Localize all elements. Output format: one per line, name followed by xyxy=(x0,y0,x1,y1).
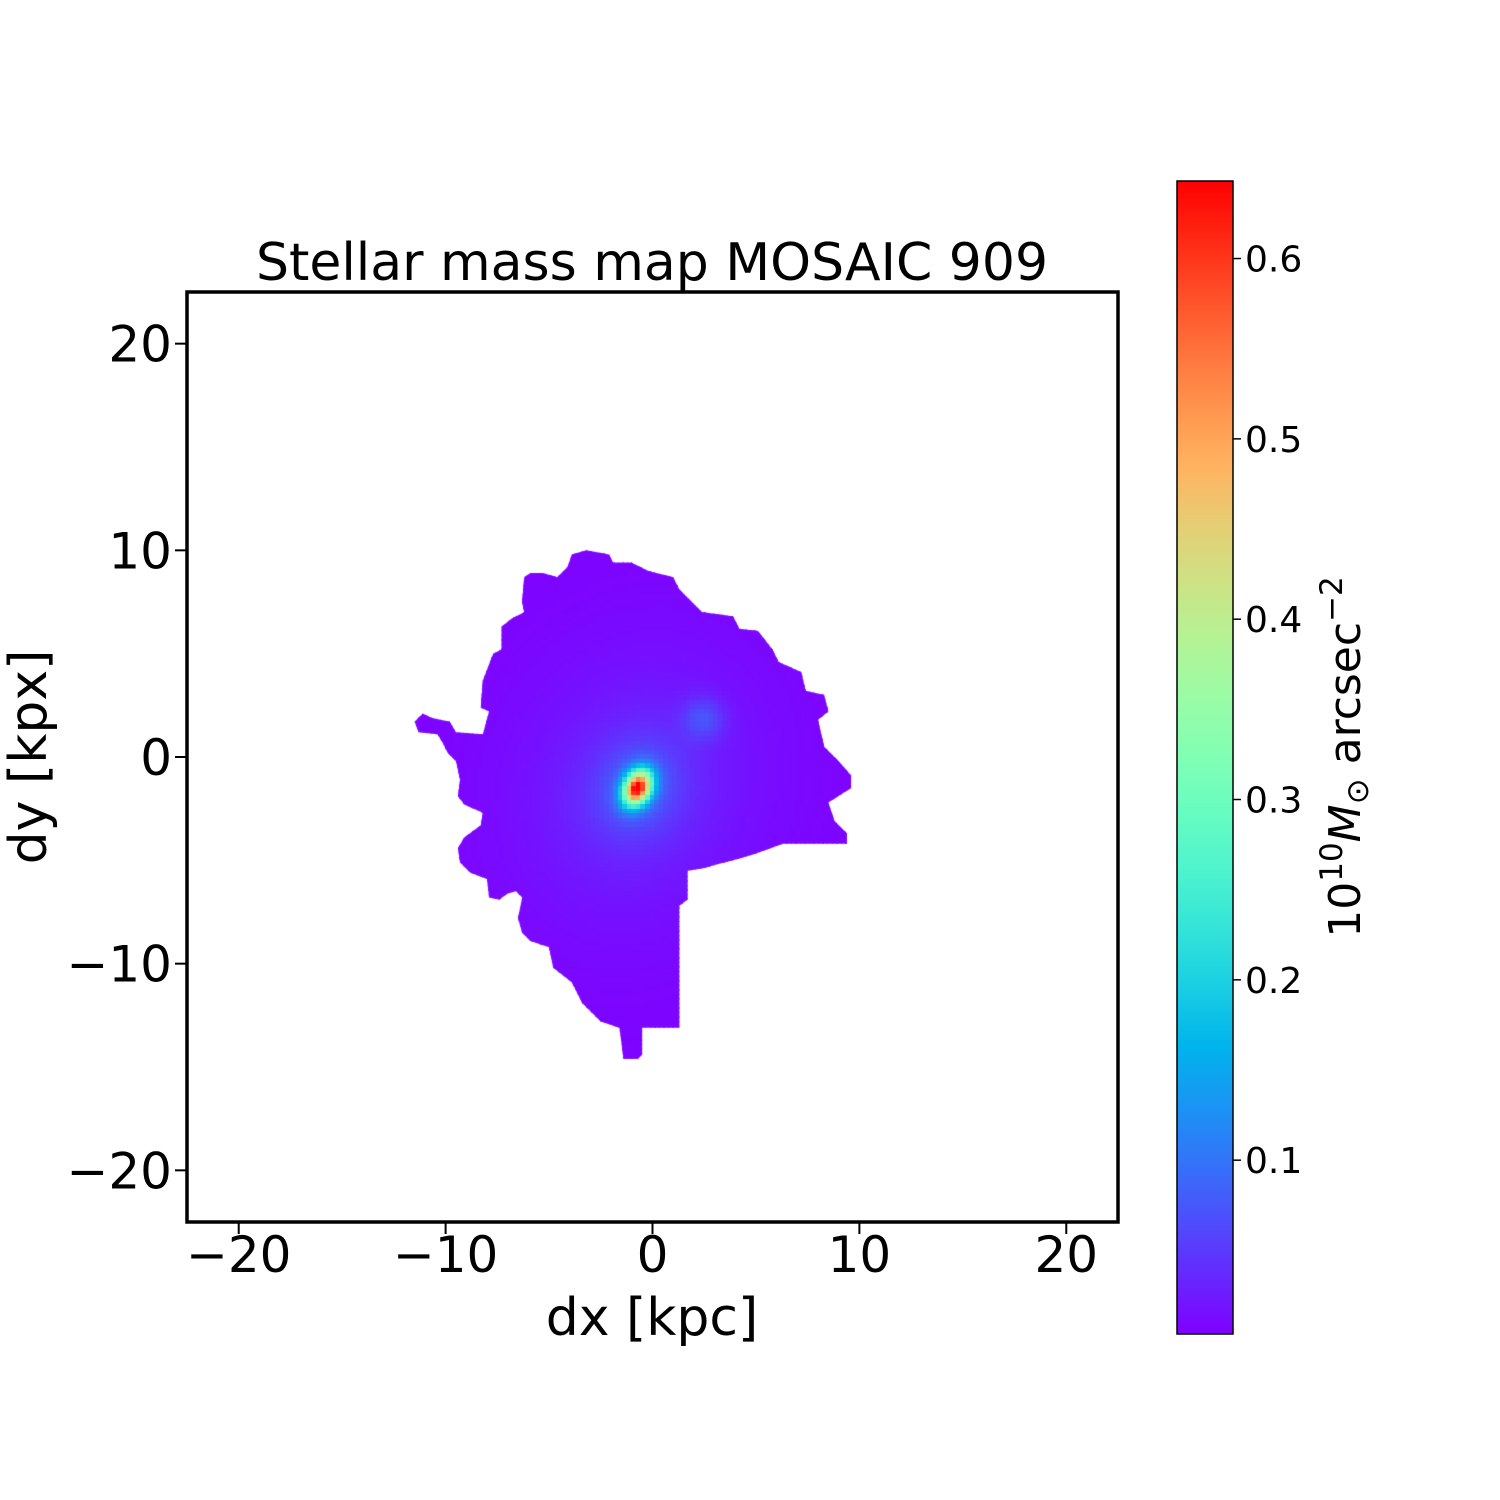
colorbar-label-unit-exp: −2 xyxy=(1314,576,1350,622)
colorbar-tick-label: 0.6 xyxy=(1245,240,1302,281)
y-tick-label: 20 xyxy=(108,316,172,374)
colorbar-tick-label: 0.4 xyxy=(1245,600,1302,641)
colorbar-label-symbol: M xyxy=(1320,804,1371,842)
x-tick-label: 10 xyxy=(828,1226,892,1284)
colorbar-ticks: 0.1 0.2 0.3 0.4 0.5 0.6 xyxy=(1233,240,1302,1182)
colorbar-label-base: 10 xyxy=(1320,882,1371,938)
y-axis-ticks: −20 −10 0 10 20 xyxy=(66,316,187,1200)
colorbar xyxy=(1176,180,1234,1335)
x-tick-label: 0 xyxy=(637,1226,669,1284)
colorbar-tick-label: 0.1 xyxy=(1245,1141,1302,1182)
colorbar-tick-label: 0.2 xyxy=(1245,961,1302,1002)
colorbar-label-exp: 10 xyxy=(1314,842,1350,881)
y-axis-label: dy [kpx] xyxy=(0,650,59,865)
y-tick-label: 10 xyxy=(108,522,172,580)
colorbar-label-unit: arcsec xyxy=(1320,622,1371,778)
x-tick-label: −10 xyxy=(393,1226,499,1284)
x-tick-label: 20 xyxy=(1034,1226,1098,1284)
colorbar-label-sub: ⊙ xyxy=(1340,778,1376,804)
stellar-mass-heatmap xyxy=(187,292,1118,1222)
colorbar-tick-label: 0.3 xyxy=(1245,781,1302,822)
colorbar-tick-label: 0.5 xyxy=(1245,420,1302,461)
y-tick-label: −10 xyxy=(66,936,172,994)
x-tick-label: −20 xyxy=(186,1226,292,1284)
x-axis-ticks: −20 −10 0 10 20 xyxy=(186,1222,1098,1284)
plot-frame xyxy=(185,290,1120,1224)
y-tick-label: −20 xyxy=(66,1142,172,1200)
chart-title: Stellar mass map MOSAIC 909 xyxy=(256,233,1048,293)
y-tick-label: 0 xyxy=(140,729,172,787)
x-axis-label: dx [kpc] xyxy=(546,1288,759,1348)
colorbar-label: 1010M⊙ arcsec−2 xyxy=(1314,576,1376,938)
